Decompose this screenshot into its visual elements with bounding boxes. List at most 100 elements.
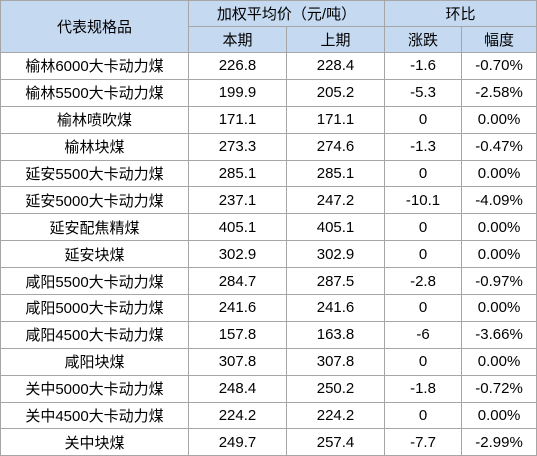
table-header: 代表规格品 加权平均价（元/吨） 环比 本期 上期 涨跌 幅度 <box>0 0 537 53</box>
table-row: 咸阳5000大卡动力煤 241.6 241.6 0 0.00% <box>0 294 537 322</box>
table-row: 延安5500大卡动力煤 285.1 285.1 0 0.00% <box>0 159 537 188</box>
cell-pct: 0.00% <box>461 105 537 134</box>
cell-pct: 0.00% <box>461 159 537 188</box>
cell-change: 0 <box>384 294 463 322</box>
cell-current: 307.8 <box>188 347 287 376</box>
cell-current: 248.4 <box>188 374 287 403</box>
cell-name: 关中4500大卡动力煤 <box>0 401 189 430</box>
header-compare-group: 环比 <box>384 0 537 27</box>
cell-current: 285.1 <box>188 159 287 188</box>
cell-previous: 287.5 <box>285 267 386 296</box>
cell-change: 0 <box>384 240 463 269</box>
table-row: 关中4500大卡动力煤 224.2 224.2 0 0.00% <box>0 401 537 430</box>
cell-name: 榆林5500大卡动力煤 <box>0 78 189 107</box>
cell-previous: 274.6 <box>285 132 386 161</box>
table-row: 榆林6000大卡动力煤 226.8 228.4 -1.6 -0.70% <box>0 52 537 80</box>
header-price-group: 加权平均价（元/吨） <box>187 0 386 27</box>
cell-current: 241.6 <box>188 294 287 322</box>
cell-previous: 247.2 <box>285 186 386 215</box>
cell-previous: 205.2 <box>285 78 386 107</box>
cell-current: 157.8 <box>188 320 287 349</box>
header-pct: 幅度 <box>461 26 537 53</box>
cell-pct: -2.58% <box>461 78 537 107</box>
cell-change: -1.6 <box>384 52 463 80</box>
cell-previous: 241.6 <box>285 294 386 322</box>
cell-pct: 0.00% <box>461 213 537 242</box>
cell-previous: 171.1 <box>285 105 386 134</box>
table-row: 关中块煤 249.7 257.4 -7.7 -2.99% <box>0 428 537 456</box>
table-row: 关中5000大卡动力煤 248.4 250.2 -1.8 -0.72% <box>0 374 537 403</box>
cell-change: 0 <box>384 159 463 188</box>
cell-current: 224.2 <box>188 401 287 430</box>
cell-current: 273.3 <box>188 132 287 161</box>
cell-current: 249.7 <box>188 428 287 456</box>
cell-change: -1.3 <box>384 132 463 161</box>
cell-pct: -4.09% <box>461 186 537 215</box>
table-row: 咸阳块煤 307.8 307.8 0 0.00% <box>0 347 537 376</box>
cell-pct: -0.47% <box>461 132 537 161</box>
cell-previous: 285.1 <box>285 159 386 188</box>
cell-previous: 257.4 <box>285 428 386 456</box>
cell-pct: 0.00% <box>461 347 537 376</box>
cell-change: 0 <box>384 213 463 242</box>
table-row: 榆林喷吹煤 171.1 171.1 0 0.00% <box>0 105 537 134</box>
cell-current: 237.1 <box>188 186 287 215</box>
header-spec: 代表规格品 <box>0 0 189 53</box>
table-row: 咸阳4500大卡动力煤 157.8 163.8 -6 -3.66% <box>0 320 537 349</box>
cell-pct: -0.72% <box>461 374 537 403</box>
cell-change: -7.7 <box>384 428 463 456</box>
cell-pct: -0.97% <box>461 267 537 296</box>
cell-current: 302.9 <box>188 240 287 269</box>
header-previous: 上期 <box>285 26 386 53</box>
cell-name: 咸阳4500大卡动力煤 <box>0 320 189 349</box>
cell-change: -6 <box>384 320 463 349</box>
cell-change: -10.1 <box>384 186 463 215</box>
cell-name: 延安块煤 <box>0 240 189 269</box>
cell-current: 284.7 <box>188 267 287 296</box>
cell-change: -5.3 <box>384 78 463 107</box>
cell-previous: 307.8 <box>285 347 386 376</box>
table-row: 咸阳5500大卡动力煤 284.7 287.5 -2.8 -0.97% <box>0 267 537 296</box>
cell-name: 榆林喷吹煤 <box>0 105 189 134</box>
cell-name: 延安5500大卡动力煤 <box>0 159 189 188</box>
table-row: 延安配焦精煤 405.1 405.1 0 0.00% <box>0 213 537 242</box>
cell-previous: 224.2 <box>285 401 386 430</box>
header-row-sub: 本期 上期 涨跌 幅度 <box>1 26 537 53</box>
cell-pct: -0.70% <box>461 52 537 80</box>
header-change: 涨跌 <box>384 26 463 53</box>
cell-previous: 250.2 <box>285 374 386 403</box>
cell-name: 关中5000大卡动力煤 <box>0 374 189 403</box>
cell-name: 咸阳5500大卡动力煤 <box>0 267 189 296</box>
cell-name: 延安配焦精煤 <box>0 213 189 242</box>
cell-change: -2.8 <box>384 267 463 296</box>
table-row: 榆林块煤 273.3 274.6 -1.3 -0.47% <box>0 132 537 161</box>
cell-name: 榆林块煤 <box>0 132 189 161</box>
cell-name: 延安5000大卡动力煤 <box>0 186 189 215</box>
cell-change: 0 <box>384 347 463 376</box>
cell-pct: -2.99% <box>461 428 537 456</box>
cell-change: 0 <box>384 105 463 134</box>
cell-current: 405.1 <box>188 213 287 242</box>
cell-previous: 163.8 <box>285 320 386 349</box>
table-row: 延安5000大卡动力煤 237.1 247.2 -10.1 -4.09% <box>0 186 537 215</box>
cell-name: 榆林6000大卡动力煤 <box>0 52 189 80</box>
cell-pct: 0.00% <box>461 240 537 269</box>
cell-previous: 405.1 <box>285 213 386 242</box>
cell-pct: 0.00% <box>461 294 537 322</box>
cell-current: 226.8 <box>188 52 287 80</box>
cell-change: 0 <box>384 401 463 430</box>
cell-previous: 302.9 <box>285 240 386 269</box>
cell-pct: 0.00% <box>461 401 537 430</box>
table-row: 延安块煤 302.9 302.9 0 0.00% <box>0 240 537 269</box>
cell-pct: -3.66% <box>461 320 537 349</box>
table-row: 榆林5500大卡动力煤 199.9 205.2 -5.3 -2.58% <box>0 78 537 107</box>
header-row-top: 代表规格品 加权平均价（元/吨） 环比 <box>0 0 537 53</box>
cell-change: -1.8 <box>384 374 463 403</box>
cell-current: 171.1 <box>188 105 287 134</box>
cell-previous: 228.4 <box>285 52 386 80</box>
cell-name: 关中块煤 <box>0 428 189 456</box>
header-current: 本期 <box>188 26 287 53</box>
cell-name: 咸阳块煤 <box>0 347 189 376</box>
table-body: 榆林6000大卡动力煤 226.8 228.4 -1.6 -0.70% 榆林5500大卡动… <box>0 52 537 456</box>
